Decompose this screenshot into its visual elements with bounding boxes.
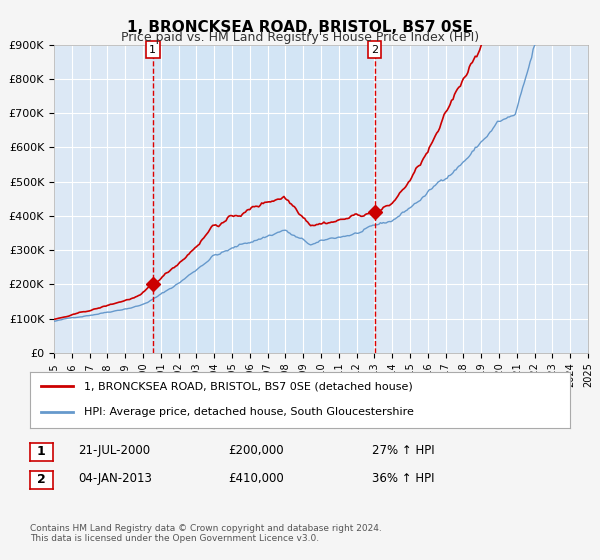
Text: 04-JAN-2013: 04-JAN-2013 <box>78 472 152 486</box>
Text: HPI: Average price, detached house, South Gloucestershire: HPI: Average price, detached house, Sout… <box>84 407 414 417</box>
Text: 1, BRONCKSEA ROAD, BRISTOL, BS7 0SE (detached house): 1, BRONCKSEA ROAD, BRISTOL, BS7 0SE (det… <box>84 381 413 391</box>
Text: 1: 1 <box>149 45 156 55</box>
Text: 36% ↑ HPI: 36% ↑ HPI <box>372 472 434 486</box>
Text: £200,000: £200,000 <box>228 444 284 458</box>
Bar <box>153 45 374 353</box>
Text: Price paid vs. HM Land Registry's House Price Index (HPI): Price paid vs. HM Land Registry's House … <box>121 31 479 44</box>
Text: Contains HM Land Registry data © Crown copyright and database right 2024.
This d: Contains HM Land Registry data © Crown c… <box>30 524 382 543</box>
Text: 2: 2 <box>371 45 378 55</box>
Text: 2: 2 <box>37 473 46 487</box>
Text: 21-JUL-2000: 21-JUL-2000 <box>78 444 150 458</box>
Text: 1: 1 <box>37 445 46 459</box>
Text: 1, BRONCKSEA ROAD, BRISTOL, BS7 0SE: 1, BRONCKSEA ROAD, BRISTOL, BS7 0SE <box>127 20 473 35</box>
Text: £410,000: £410,000 <box>228 472 284 486</box>
Text: 27% ↑ HPI: 27% ↑ HPI <box>372 444 434 458</box>
